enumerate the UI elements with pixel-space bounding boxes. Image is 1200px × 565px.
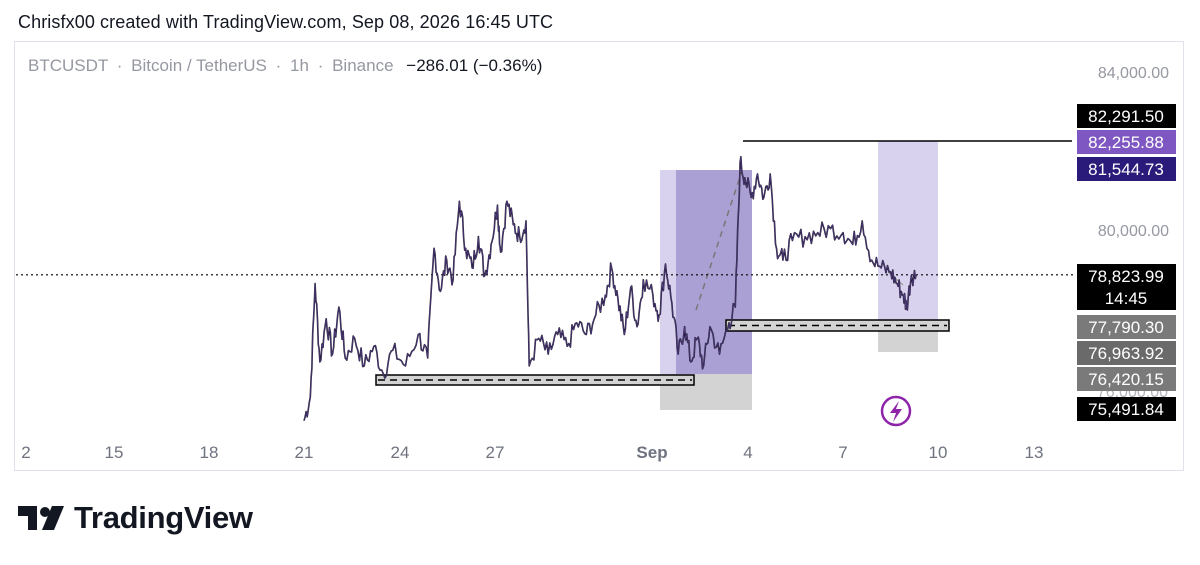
- price-axis-label: 78,823.99: [1088, 267, 1164, 286]
- y-axis-tick-label: 84,000.00: [1098, 65, 1169, 82]
- price-axis-label: 82,255.88: [1088, 133, 1164, 152]
- symbol-legend: BTCUSDT · Bitcoin / TetherUS · 1h · Bina…: [28, 56, 542, 76]
- legend-separator: ·: [116, 56, 123, 75]
- symbol-name: Bitcoin / TetherUS: [131, 56, 267, 75]
- zone-light: [660, 170, 676, 374]
- price-axis-label-time: 14:45: [1105, 289, 1148, 308]
- price-axis-label-bg: [1077, 130, 1176, 154]
- price-axis-label-bg: [1077, 264, 1176, 310]
- tradingview-logo: TradingView: [18, 500, 253, 536]
- price-axis-label-bg: [1077, 104, 1176, 128]
- x-axis-tick-label: 24: [391, 443, 410, 462]
- price-axis-label: 76,420.15: [1088, 370, 1164, 389]
- chart-caption: Chrisfx00 created with TradingView.com, …: [18, 12, 554, 32]
- x-axis-tick-label: 21: [295, 443, 314, 462]
- price-axis-label-bg: [1077, 397, 1176, 421]
- brand-name: TradingView: [74, 500, 253, 535]
- price-axis-label-bg: [1077, 341, 1176, 365]
- price-axis-label: 77,790.30: [1088, 318, 1164, 337]
- x-axis-tick-label: 18: [200, 443, 219, 462]
- x-axis-tick-label: 15: [105, 443, 124, 462]
- legend-separator: ·: [317, 56, 324, 75]
- price-series-highlight: [303, 156, 917, 421]
- interval-label[interactable]: 1h: [290, 56, 309, 75]
- exchange-label: Binance: [332, 56, 394, 75]
- price-axis-label-bg: [1077, 367, 1176, 391]
- price-axis-label: 76,963.92: [1088, 344, 1164, 363]
- price-change: −286.01 (−0.36%): [406, 56, 543, 75]
- y-axis-tick-label: 80,000.00: [1098, 223, 1169, 240]
- projection-line: [695, 170, 743, 311]
- x-axis-tick-label: 27: [486, 443, 505, 462]
- x-axis-tick-label: 4: [743, 443, 752, 462]
- price-axis-label: 75,491.84: [1088, 400, 1164, 419]
- tradingview-logo-icon: [18, 506, 64, 530]
- price-axis-label: 82,291.50: [1088, 107, 1164, 126]
- legend-separator: ·: [275, 56, 282, 75]
- price-axis-label-bg: [1077, 157, 1176, 181]
- lightning-icon: [890, 401, 902, 422]
- symbol-ticker[interactable]: BTCUSDT: [28, 56, 108, 75]
- chart-frame: [14, 41, 1184, 471]
- x-axis-tick-label: 13: [1025, 443, 1044, 462]
- price-axis-label: 81,544.73: [1088, 160, 1164, 179]
- x-axis-tick-label: Sep: [636, 443, 667, 462]
- price-axis-label-bg: [1077, 315, 1176, 339]
- x-axis-tick-label: 7: [838, 443, 847, 462]
- x-axis-tick-label: 10: [929, 443, 948, 462]
- x-axis-tick-label: 2: [21, 443, 30, 462]
